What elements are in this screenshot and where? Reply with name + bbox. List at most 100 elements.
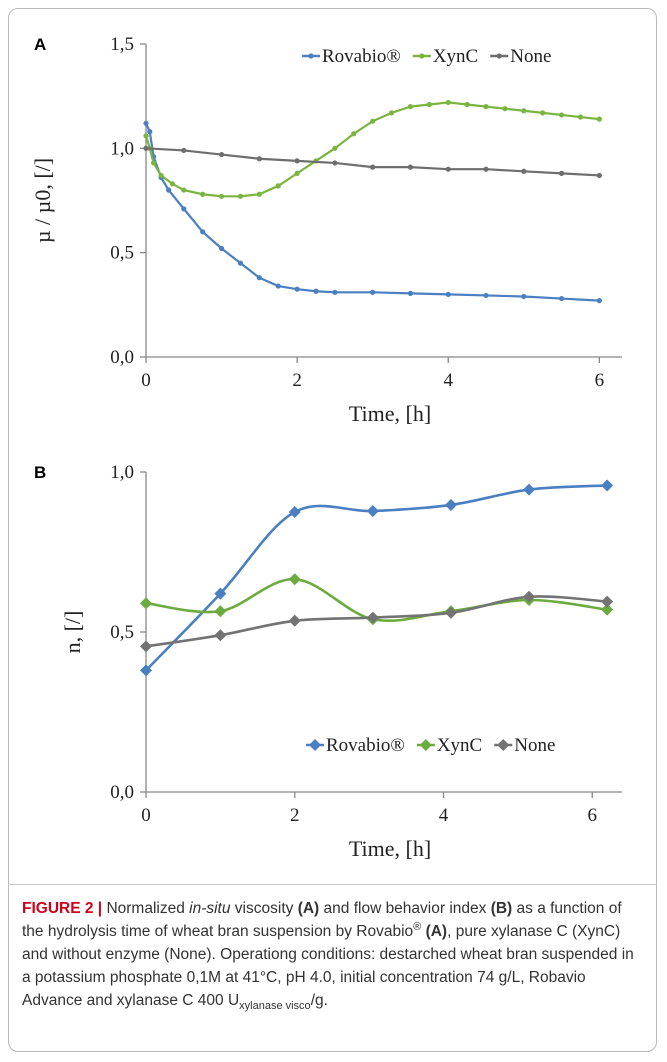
data-point <box>143 145 149 151</box>
data-point <box>444 498 457 511</box>
legend-marker <box>309 739 321 751</box>
legend-label: None <box>510 46 551 67</box>
data-point <box>214 605 227 618</box>
legend-marker <box>497 739 510 751</box>
series-rovabio <box>143 120 602 304</box>
legend-marker <box>308 53 314 59</box>
data-point <box>596 116 602 122</box>
x-axis-title: Time, [h] <box>349 836 431 861</box>
data-point <box>502 106 508 112</box>
data-point <box>558 112 565 118</box>
chart-panel-b: B 0,0 0,5 1,0 0 2 4 6 Time, [h] n, [/] Rovabio® Xyn… <box>34 462 622 861</box>
data-point <box>218 245 225 252</box>
series-none <box>140 590 614 653</box>
data-point <box>294 158 300 164</box>
legend: Rovabio® XynC None <box>302 46 551 67</box>
data-point <box>426 101 432 108</box>
data-point <box>445 99 451 106</box>
data-point <box>214 629 227 642</box>
data-point <box>181 206 187 212</box>
data-point <box>370 289 376 295</box>
data-point <box>288 506 301 518</box>
data-point <box>332 145 338 151</box>
x-tick-label: 4 <box>439 805 449 826</box>
figure-frame <box>8 8 657 1052</box>
y-tick-label: 0,0 <box>110 782 134 803</box>
data-point <box>275 283 281 289</box>
data-point <box>288 614 301 627</box>
y-tick-label: 0,5 <box>110 622 134 643</box>
data-point <box>370 164 376 170</box>
data-point <box>140 597 152 610</box>
x-tick-label: 6 <box>595 370 605 391</box>
caption-text-insitu: in-situ <box>189 900 231 917</box>
data-point <box>288 573 301 586</box>
data-point <box>256 191 262 197</box>
data-point <box>596 172 602 179</box>
data-point <box>407 104 414 110</box>
series-line <box>144 122 600 302</box>
legend-label: None <box>514 735 555 756</box>
legend: Rovabio® XynC None <box>306 735 555 756</box>
caption-text-11: , pure xylanase C (XynC) and without enz… <box>22 923 634 1009</box>
data-point <box>200 229 206 235</box>
series-line <box>144 101 600 198</box>
data-point <box>601 479 614 492</box>
data-point <box>140 640 152 653</box>
data-point <box>200 191 206 197</box>
x-tick-label: 0 <box>141 370 151 391</box>
data-point <box>521 108 527 114</box>
data-point <box>388 110 395 116</box>
caption-text-3: viscosity <box>230 900 298 917</box>
data-point <box>181 187 187 193</box>
data-point <box>294 170 300 176</box>
data-point <box>218 193 225 199</box>
data-point <box>143 133 149 139</box>
data-point <box>523 590 536 603</box>
data-point <box>237 193 244 199</box>
data-point <box>256 275 262 281</box>
legend-label: Rovabio® <box>326 735 405 756</box>
data-point <box>181 147 187 154</box>
series-none <box>143 145 602 179</box>
data-point <box>332 289 338 295</box>
data-point <box>140 664 152 677</box>
figure-caption: FIGURE 2 | Normalized in-situ viscosity … <box>22 897 644 1012</box>
data-point <box>464 101 470 108</box>
data-point <box>143 120 149 126</box>
y-tick-label: 1,0 <box>110 462 134 483</box>
caption-divider <box>8 884 657 885</box>
figure-charts: A 0,0 0,5 1,0 1,5 0 2 4 6 Time, [h] µ / µ0, [/] Rov… <box>30 34 622 861</box>
legend-marker <box>496 53 502 59</box>
data-point <box>214 587 227 600</box>
caption-subscript: xylanase visco <box>239 1000 311 1013</box>
data-point <box>158 172 164 179</box>
data-point <box>407 290 414 296</box>
data-point <box>445 291 451 297</box>
series-rovabio <box>140 479 614 677</box>
data-point <box>521 293 527 300</box>
data-point <box>166 187 172 193</box>
x-tick-label: 0 <box>141 805 151 826</box>
legend-marker <box>419 739 432 751</box>
legend-label: XynC <box>433 46 478 67</box>
data-point <box>366 505 379 518</box>
caption-ref-a-2: (A) <box>425 923 448 940</box>
legend-label: Rovabio® <box>322 46 401 67</box>
x-tick-label: 6 <box>588 805 598 826</box>
x-tick-label: 2 <box>290 805 300 826</box>
x-axis-title: Time, [h] <box>349 401 431 426</box>
data-point <box>218 151 225 158</box>
y-tick-label: 1,5 <box>110 34 134 55</box>
caption-ref-a: (A) <box>297 900 320 917</box>
caption-text-13: /g. <box>310 992 328 1009</box>
data-point <box>444 606 457 619</box>
data-point <box>351 131 357 137</box>
data-point <box>294 286 300 292</box>
data-point <box>275 183 281 189</box>
data-point <box>483 166 489 172</box>
data-point <box>407 164 414 170</box>
x-tick-label: 2 <box>292 370 302 391</box>
y-tick-label: 1,0 <box>110 138 134 159</box>
caption-text-5: and flow behavior index <box>319 900 491 917</box>
